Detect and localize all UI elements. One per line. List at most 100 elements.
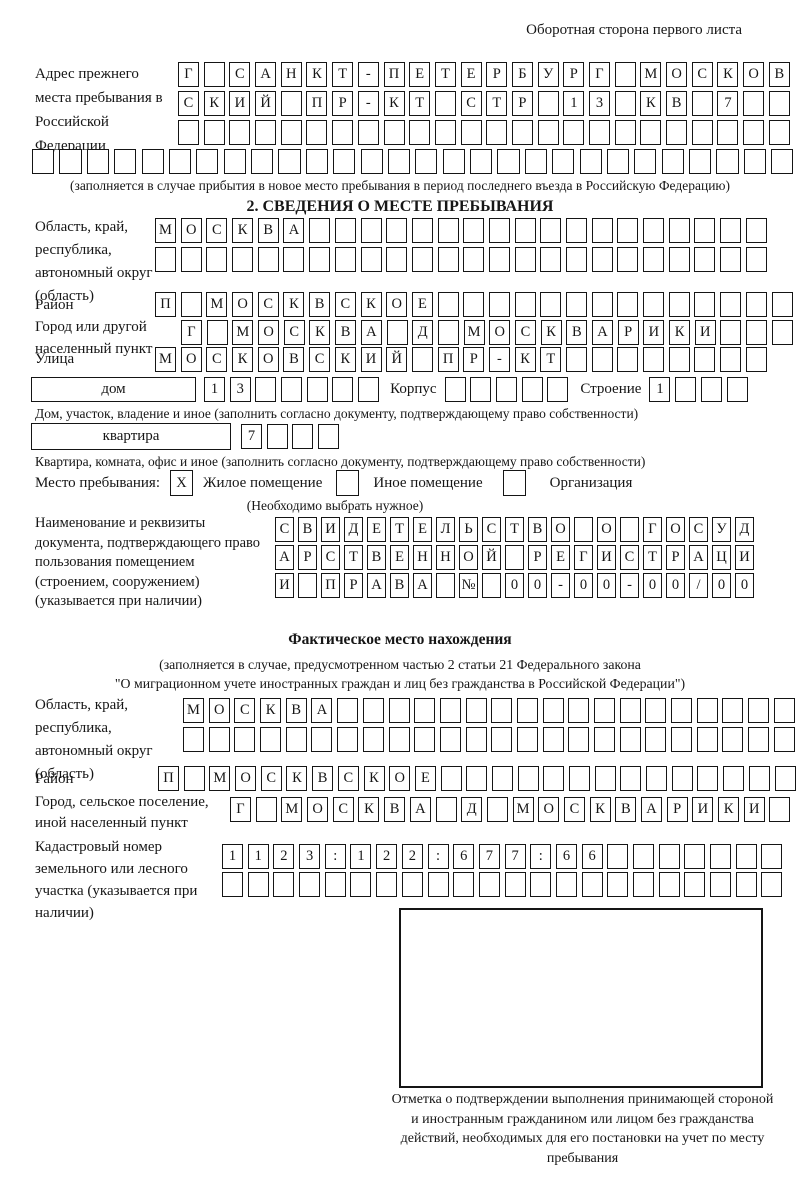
char-box[interactable] (617, 218, 639, 243)
char-box[interactable] (168, 149, 192, 174)
char-box[interactable] (478, 872, 500, 897)
char-box[interactable] (280, 91, 302, 116)
char-box[interactable] (453, 872, 475, 897)
char-box[interactable] (434, 120, 456, 145)
char-box[interactable] (437, 218, 459, 243)
char-box[interactable]: В (285, 698, 307, 723)
char-box[interactable] (486, 797, 508, 822)
char-box[interactable] (607, 844, 629, 869)
char-box[interactable] (726, 377, 748, 402)
char-box[interactable] (59, 149, 82, 174)
char-box[interactable]: И (643, 320, 665, 345)
char-box[interactable]: Р (511, 91, 533, 116)
char-box[interactable] (505, 545, 524, 570)
char-box[interactable] (552, 149, 575, 174)
char-box[interactable] (643, 218, 665, 243)
checkbox-inoe[interactable] (336, 470, 360, 496)
char-box[interactable] (614, 91, 636, 116)
char-box[interactable]: К (309, 320, 331, 345)
char-box[interactable] (497, 149, 520, 174)
char-box[interactable] (206, 247, 228, 272)
char-box[interactable]: П (321, 573, 340, 598)
char-box[interactable] (332, 377, 354, 402)
char-box[interactable] (668, 347, 690, 372)
char-box[interactable] (568, 727, 590, 752)
char-box[interactable] (666, 120, 688, 145)
char-box[interactable] (292, 424, 314, 449)
char-box[interactable] (671, 766, 693, 791)
char-box[interactable]: П (158, 766, 179, 791)
char-box[interactable]: 2 (401, 844, 423, 869)
char-box[interactable]: М (281, 797, 303, 822)
char-box[interactable]: К (334, 347, 356, 372)
char-box[interactable] (388, 727, 410, 752)
char-box[interactable] (114, 149, 137, 174)
char-box[interactable] (386, 247, 408, 272)
char-box[interactable]: С (234, 698, 256, 723)
char-box[interactable] (771, 292, 793, 317)
char-box[interactable] (203, 120, 225, 145)
char-box[interactable] (463, 247, 485, 272)
char-box[interactable]: В (615, 797, 637, 822)
char-box[interactable] (463, 292, 485, 317)
char-box[interactable]: / (689, 573, 708, 598)
char-box[interactable]: О (489, 320, 511, 345)
char-box[interactable] (774, 766, 796, 791)
char-box[interactable] (255, 377, 277, 402)
char-box[interactable] (689, 149, 712, 174)
char-box[interactable]: А (413, 573, 432, 598)
char-box[interactable]: Е (413, 517, 432, 542)
char-box[interactable]: И (275, 573, 294, 598)
char-box[interactable] (643, 247, 665, 272)
char-box[interactable] (619, 727, 641, 752)
char-box[interactable]: К (640, 91, 662, 116)
char-box[interactable] (32, 149, 55, 174)
char-box[interactable]: Р (344, 573, 363, 598)
char-box[interactable] (222, 872, 243, 897)
char-box[interactable]: В (390, 573, 409, 598)
char-box[interactable] (273, 872, 295, 897)
char-box[interactable] (555, 872, 577, 897)
char-box[interactable]: К (669, 320, 691, 345)
char-box[interactable]: К (203, 91, 225, 116)
char-box[interactable] (696, 727, 718, 752)
char-box[interactable] (645, 727, 667, 752)
char-box[interactable] (306, 377, 328, 402)
char-box[interactable]: И (694, 320, 716, 345)
char-box[interactable]: И (692, 797, 714, 822)
char-box[interactable]: Т (434, 62, 456, 87)
char-box[interactable]: К (514, 347, 536, 372)
char-box[interactable]: К (363, 766, 385, 791)
char-box[interactable]: Г (178, 62, 199, 87)
char-box[interactable]: Т (505, 517, 524, 542)
char-box[interactable]: М (183, 698, 204, 723)
char-box[interactable] (435, 797, 457, 822)
char-box[interactable]: С (563, 797, 585, 822)
char-box[interactable]: А (689, 545, 708, 570)
char-box[interactable] (491, 698, 513, 723)
char-box[interactable]: В (312, 766, 334, 791)
char-box[interactable]: М (512, 797, 534, 822)
char-box[interactable] (196, 149, 219, 174)
char-box[interactable] (745, 218, 767, 243)
char-box[interactable] (540, 247, 562, 272)
char-box[interactable] (386, 320, 408, 345)
char-box[interactable] (463, 218, 485, 243)
char-box[interactable]: П (383, 62, 405, 87)
char-box[interactable] (661, 149, 684, 174)
char-box[interactable] (643, 292, 665, 317)
char-box[interactable] (694, 347, 716, 372)
char-box[interactable]: М (206, 292, 228, 317)
char-box[interactable] (427, 872, 449, 897)
char-box[interactable] (697, 766, 719, 791)
char-box[interactable]: М (155, 347, 176, 372)
char-box[interactable]: Г (181, 320, 202, 345)
char-box[interactable] (362, 727, 384, 752)
char-box[interactable] (761, 844, 783, 869)
char-box[interactable] (414, 727, 436, 752)
char-box[interactable] (542, 698, 564, 723)
char-box[interactable]: Р (528, 545, 547, 570)
char-box[interactable] (574, 517, 593, 542)
char-box[interactable] (488, 247, 510, 272)
char-box[interactable]: В (367, 545, 386, 570)
